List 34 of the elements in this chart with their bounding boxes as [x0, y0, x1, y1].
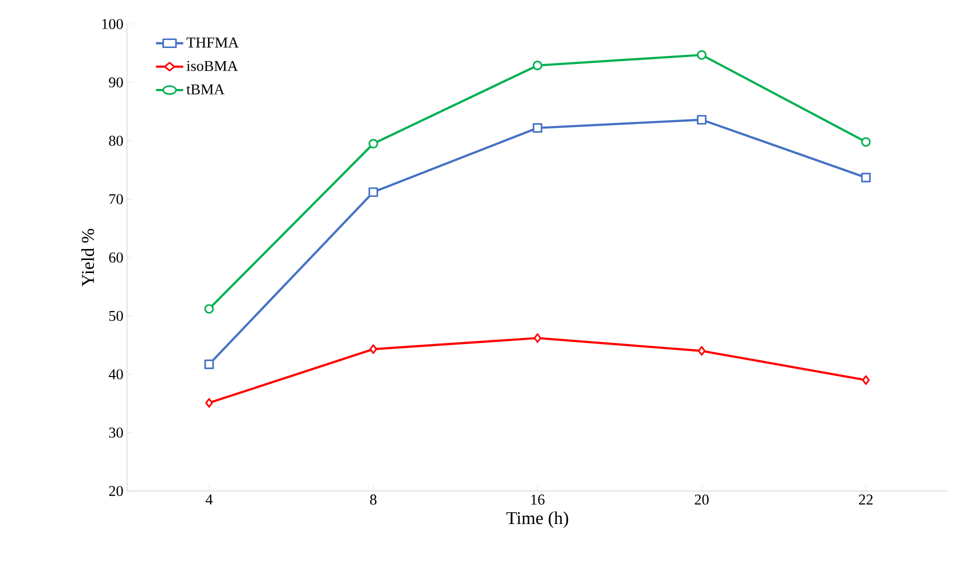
y-tick-label: 30	[109, 428, 123, 438]
point	[532, 123, 542, 133]
point	[862, 375, 870, 385]
x-axis-title: Time (h)	[506, 512, 568, 528]
y-tick-label: 80	[109, 136, 123, 146]
point	[861, 137, 871, 147]
point	[370, 344, 378, 354]
point	[368, 138, 378, 148]
y-tick-label: 60	[109, 252, 123, 263]
point	[534, 333, 542, 343]
point	[204, 360, 214, 370]
legend-label: isoBMA	[186, 60, 238, 72]
y-tick-label: 100	[102, 18, 123, 30]
y-tick-label: 90	[108, 77, 123, 88]
point	[205, 398, 213, 408]
point	[204, 304, 214, 314]
legend-label: THFMA	[186, 38, 239, 48]
x-tick-label: 8	[370, 494, 376, 505]
point	[698, 346, 706, 356]
x-tick-label: 16	[531, 494, 545, 505]
y-tick-label: 70	[109, 194, 123, 204]
point	[368, 187, 378, 197]
point	[696, 50, 707, 60]
x-tick-label: 22	[859, 494, 873, 504]
y-tick-label: 50	[109, 310, 123, 321]
legend-label: tBMA	[186, 84, 225, 94]
y-axis-title: Yield %	[81, 228, 94, 287]
y-tick-label: 40	[108, 369, 123, 380]
x-tick-label: 4	[206, 494, 213, 504]
x-tick-label: 20	[694, 494, 709, 505]
point	[696, 114, 707, 125]
point	[861, 172, 871, 182]
point	[532, 60, 542, 70]
y-tick-label: 20	[109, 486, 123, 496]
